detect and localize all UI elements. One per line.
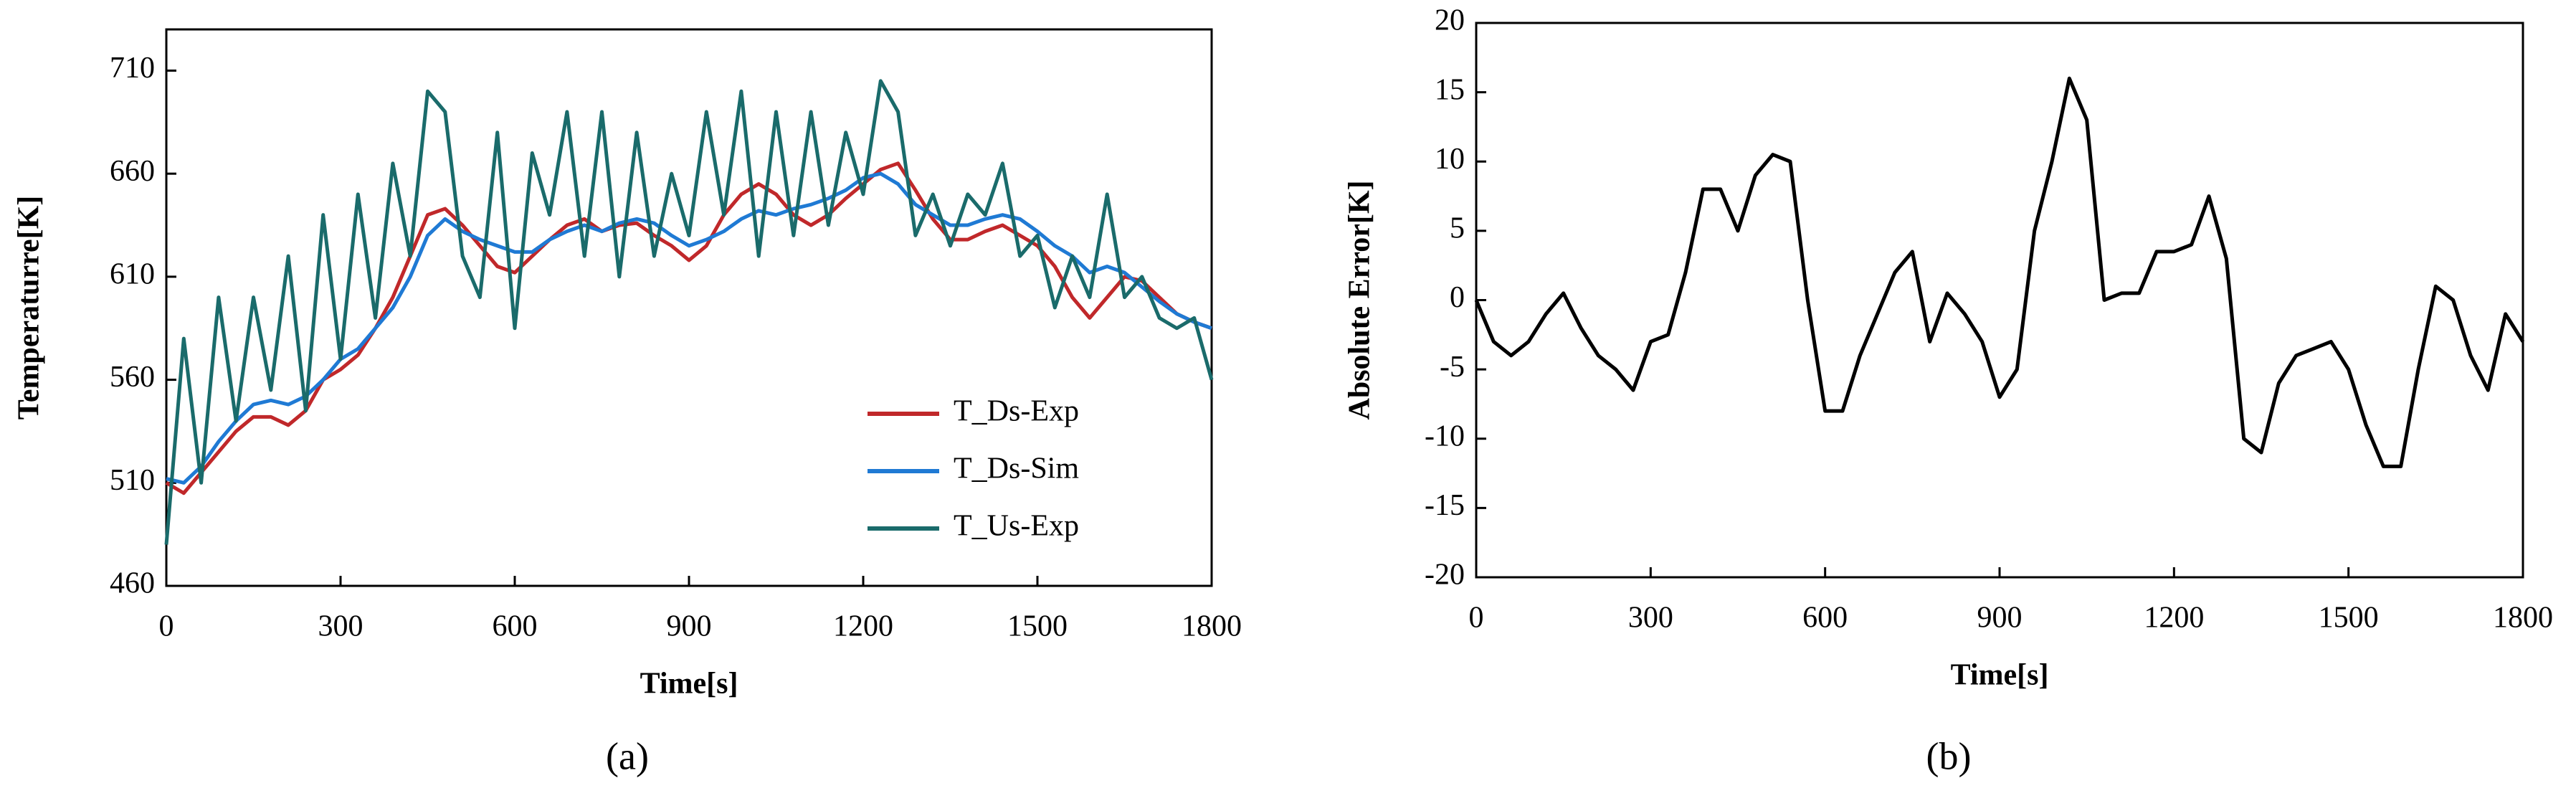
series-line [1474,76,2525,468]
y-tick-label: -20 [1425,559,1465,592]
x-tick-label: 0 [159,610,174,643]
y-axis-title: Absolute Error[K] [1344,180,1377,420]
x-tick-label: 1500 [2319,602,2379,635]
y-axis-title: Temperaturre[K] [13,196,46,420]
legend-label: T_Ds-Exp [954,395,1079,428]
x-tick-label: 600 [493,610,538,643]
y-tick-label: 610 [110,258,155,291]
plot-frame [1475,22,2524,579]
x-tick-label: 900 [1977,602,2023,635]
y-tick-label: 0 [1450,281,1465,314]
y-tick-label: 660 [110,155,155,188]
caption: (a) [606,734,649,777]
y-tick-label: 5 [1450,212,1465,245]
x-tick-label: 600 [1802,602,1848,635]
y-tick-label: 510 [110,464,155,497]
x-tick-label: 900 [667,610,712,643]
series-line [164,79,1214,545]
x-axis-title: Time[s] [1951,659,2049,692]
x-axis-title: Time[s] [640,668,738,701]
x-tick-label: 0 [1469,602,1484,635]
y-tick-label: -10 [1425,420,1465,452]
caption: (b) [1926,734,1972,777]
x-tick-label: 1800 [2493,602,2553,635]
x-tick-label: 1800 [1182,610,1242,643]
y-tick-label: 15 [1435,73,1465,106]
x-tick-label: 1200 [833,610,893,643]
legend-label: T_Us-Exp [954,510,1079,543]
x-tick-label: 1200 [2144,602,2204,635]
legend-label: T_Ds-Sim [954,452,1079,485]
series-line [165,161,1212,496]
x-tick-label: 300 [1628,602,1673,635]
y-tick-label: 710 [110,52,155,85]
y-tick-label: 20 [1435,4,1465,37]
y-tick-label: 560 [110,361,155,394]
y-tick-label: -5 [1440,351,1465,384]
y-tick-label: -15 [1425,489,1465,522]
y-tick-label: 460 [110,567,155,600]
y-tick-label: 10 [1435,143,1465,176]
x-tick-label: 1500 [1007,610,1068,643]
x-tick-label: 300 [318,610,363,643]
